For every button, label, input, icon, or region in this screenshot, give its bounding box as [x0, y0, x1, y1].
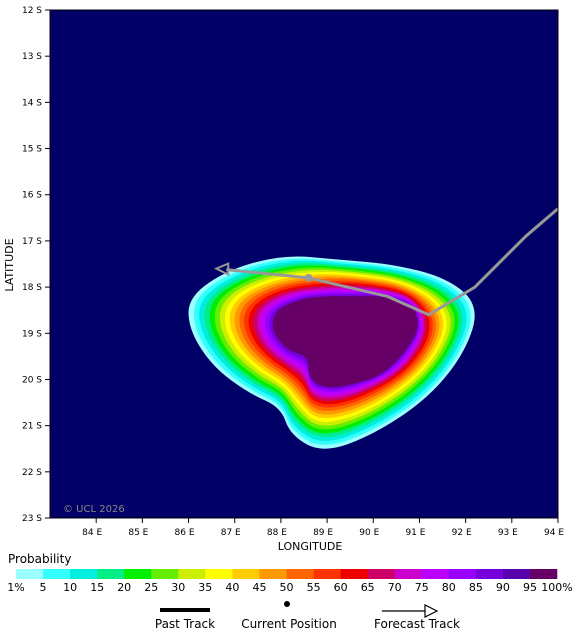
- probability-swatch: [97, 569, 125, 579]
- probability-level-label: 60: [334, 581, 348, 594]
- probability-contour-20: [272, 296, 418, 388]
- probability-level-label: 95: [523, 581, 537, 594]
- x-tick-label: 92 E: [452, 528, 472, 538]
- y-tick-label: 16 S: [22, 191, 42, 201]
- probability-color-bar: [16, 569, 558, 579]
- probability-level-label: 50: [280, 581, 294, 594]
- probability-swatch: [529, 569, 558, 579]
- x-tick-label: 87 E: [221, 528, 241, 538]
- y-tick-label: 13 S: [22, 52, 42, 62]
- probability-level-label: 55: [307, 581, 321, 594]
- x-tick-label: 89 E: [313, 528, 333, 538]
- x-tick-label: 91 E: [405, 528, 425, 538]
- x-tick-label: 85 E: [128, 528, 148, 538]
- current-position-key-symbol: [284, 601, 290, 607]
- track-key: Past Track Current Position Forecast Track: [155, 601, 460, 631]
- y-tick-label: 19 S: [22, 329, 42, 339]
- probability-level-labels: 1% 5 10 15 20 25 30 35 40 45 50 55 60 65 70 75 80 85 90 95 1…: [7, 581, 572, 594]
- probability-level-label: 80: [442, 581, 456, 594]
- probability-swatch: [340, 569, 368, 579]
- x-tick-label: 84 E: [82, 528, 102, 538]
- probability-level-label: 35: [198, 581, 212, 594]
- probability-level-label: 5: [40, 581, 47, 594]
- y-tick-label: 22 S: [22, 468, 42, 478]
- probability-swatch: [151, 569, 179, 579]
- y-tick-label: 18 S: [22, 283, 42, 293]
- longitude-ticks: 84 E 85 E 86 E 87 E 88 E 89 E 90 E 91 E 92 E 93 E…: [82, 518, 564, 538]
- latitude-ticks: 12 S 13 S 14 S 15 S 16 S 17 S 18 S 19 S 20 S 21 S…: [22, 6, 50, 524]
- probability-swatch: [178, 569, 206, 579]
- probability-level-label: 10: [63, 581, 77, 594]
- y-tick-label: 23 S: [22, 514, 42, 524]
- probability-level-label: 45: [253, 581, 267, 594]
- track-key-label: Current Position: [241, 617, 337, 631]
- probability-swatch: [70, 569, 98, 579]
- probability-level-label: 15: [90, 581, 104, 594]
- probability-level-label: 85: [469, 581, 483, 594]
- x-tick-label: 86 E: [175, 528, 195, 538]
- probability-swatch: [259, 569, 287, 579]
- probability-swatch: [367, 569, 395, 579]
- y-axis-label: LATITUDE: [3, 238, 16, 291]
- y-tick-label: 20 S: [22, 375, 42, 385]
- probability-level-label: 70: [388, 581, 402, 594]
- probability-level-label: 90: [496, 581, 510, 594]
- y-tick-label: 12 S: [22, 6, 42, 16]
- y-tick-label: 21 S: [22, 422, 42, 432]
- forecast-track-line: [308, 207, 558, 317]
- probability-swatch: [232, 569, 260, 579]
- map-frame: [49, 9, 559, 519]
- probability-level-label: 65: [361, 581, 375, 594]
- probability-swatch: [124, 569, 152, 579]
- probability-swatch: [43, 569, 71, 579]
- forecast-track-key-arrowhead: [424, 604, 439, 618]
- track-key-label: Forecast Track: [374, 617, 460, 631]
- probability-level-label: 30: [171, 581, 185, 594]
- probability-swatch: [502, 569, 531, 579]
- probability-swatch: [394, 569, 423, 579]
- probability-swatch: [286, 569, 314, 579]
- probability-level-label: 20: [117, 581, 131, 594]
- x-axis-label: LONGITUDE: [278, 540, 343, 553]
- x-tick-label: 94 E: [544, 528, 564, 538]
- x-tick-label: 93 E: [498, 528, 518, 538]
- probability-swatch: [205, 569, 233, 579]
- past-track-line: [226, 268, 309, 280]
- current-position-marker: [304, 273, 313, 282]
- map-watermark: © UCL 2026: [63, 504, 125, 515]
- probability-level-label: 40: [225, 581, 239, 594]
- storm-tracks: [213, 207, 558, 317]
- legend-title: Probability: [8, 552, 72, 566]
- probability-swatch: [421, 569, 450, 579]
- x-tick-label: 90 E: [359, 528, 379, 538]
- track-key-label: Past Track: [155, 617, 215, 631]
- x-tick-label: 88 E: [267, 528, 287, 538]
- probability-level-label: 100%: [541, 581, 572, 594]
- probability-level-label: 75: [415, 581, 429, 594]
- probability-contours: [188, 256, 475, 449]
- past-track-arrowhead: [213, 262, 230, 277]
- y-tick-label: 17 S: [22, 237, 42, 247]
- probability-swatch: [16, 569, 44, 579]
- probability-level-label: 1%: [7, 581, 24, 594]
- probability-swatch: [475, 569, 504, 579]
- y-tick-label: 14 S: [22, 98, 42, 108]
- probability-swatch: [448, 569, 477, 579]
- probability-swatch: [313, 569, 341, 579]
- y-tick-label: 15 S: [22, 145, 42, 155]
- probability-level-label: 25: [144, 581, 158, 594]
